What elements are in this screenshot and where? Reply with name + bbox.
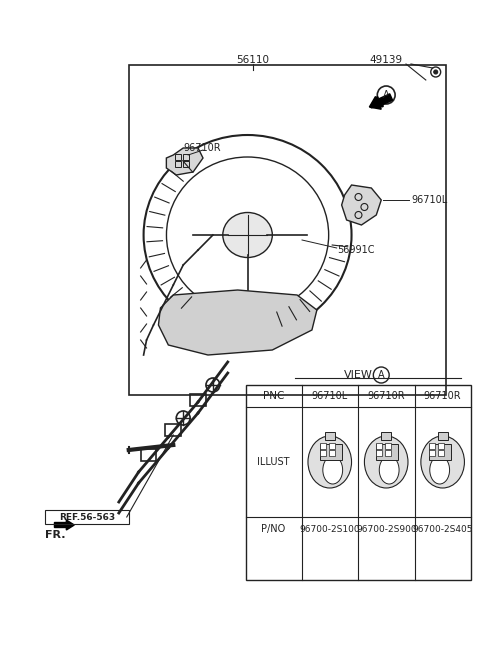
Bar (175, 161, 181, 167)
FancyArrow shape (370, 94, 393, 109)
Polygon shape (158, 290, 317, 355)
Bar (429, 450, 435, 456)
Text: 96710L: 96710L (411, 195, 447, 205)
Bar (45, 510, 129, 524)
Text: 96700-2S900: 96700-2S900 (356, 525, 417, 534)
Bar (438, 443, 444, 449)
Bar (438, 450, 444, 456)
Bar (175, 154, 181, 160)
Text: VIEW: VIEW (344, 370, 373, 380)
Bar (438, 432, 447, 440)
Text: 96710R: 96710R (424, 391, 461, 401)
Bar (246, 385, 471, 580)
Text: 96710R: 96710R (367, 391, 405, 401)
Bar (376, 450, 382, 456)
Bar (129, 65, 445, 395)
Bar (329, 450, 335, 456)
Bar (183, 154, 189, 160)
Text: 96710R: 96710R (183, 143, 221, 153)
Bar (376, 444, 398, 460)
Text: 49139: 49139 (370, 55, 403, 65)
Bar (183, 161, 189, 167)
Bar (381, 432, 391, 440)
Bar (325, 432, 335, 440)
Bar (329, 443, 335, 449)
Ellipse shape (308, 436, 351, 488)
Bar (385, 450, 391, 456)
Text: A: A (383, 90, 389, 100)
Text: A: A (378, 370, 384, 380)
Bar (320, 443, 326, 449)
Bar (190, 394, 206, 406)
Text: REF.56-563: REF.56-563 (59, 512, 115, 521)
Ellipse shape (364, 436, 408, 488)
Ellipse shape (223, 212, 272, 257)
Polygon shape (167, 148, 203, 175)
Text: P/NO: P/NO (261, 524, 286, 534)
Ellipse shape (421, 436, 465, 488)
Text: 96700-2S100: 96700-2S100 (300, 525, 360, 534)
Text: 56110: 56110 (236, 55, 269, 65)
Bar (141, 449, 156, 461)
Ellipse shape (379, 456, 399, 484)
Bar (166, 424, 181, 436)
FancyArrow shape (54, 520, 74, 530)
Text: FR.: FR. (45, 530, 65, 540)
Bar (429, 444, 451, 460)
Text: 96710L: 96710L (312, 391, 348, 401)
Text: 96700-2S405: 96700-2S405 (412, 525, 473, 534)
Bar (385, 443, 391, 449)
Bar (429, 443, 435, 449)
Ellipse shape (430, 456, 450, 484)
Bar (320, 444, 342, 460)
Ellipse shape (323, 456, 343, 484)
Text: 56991C: 56991C (336, 245, 374, 255)
Text: PNC: PNC (263, 391, 284, 401)
Bar (320, 450, 326, 456)
Bar (376, 443, 382, 449)
Text: ILLUST: ILLUST (257, 457, 289, 467)
Circle shape (434, 70, 438, 74)
Polygon shape (342, 185, 381, 225)
